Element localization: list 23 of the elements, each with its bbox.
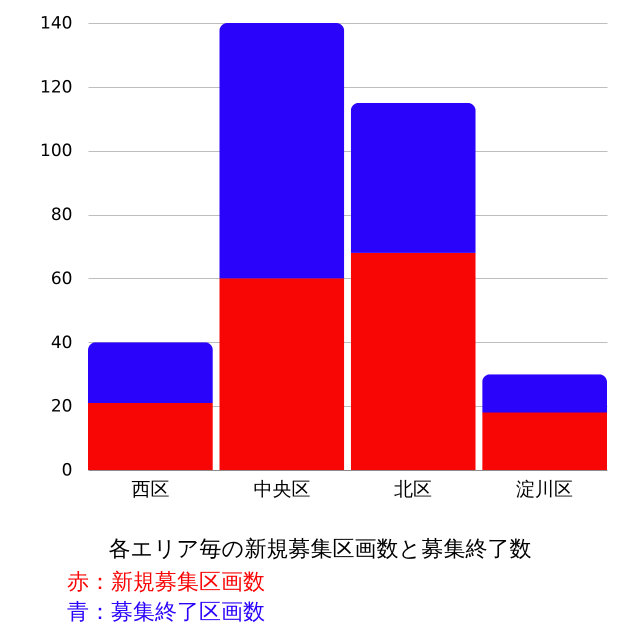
text: 青：募集終了区画数	[67, 600, 265, 625]
bar	[219, 23, 344, 278]
x-tick-label: 北区	[394, 478, 432, 500]
y-tick-label: 0	[62, 460, 72, 480]
y-tick-label: 140	[40, 14, 72, 34]
bar	[88, 342, 213, 403]
x-tick-label: 淀川区	[516, 478, 574, 500]
text: 赤：新規募集区画数	[67, 570, 265, 595]
bar	[482, 374, 607, 413]
y-tick-label: 80	[50, 205, 72, 226]
bar	[219, 278, 344, 470]
bar	[350, 252, 476, 470]
x-tick-label: 中央区	[253, 478, 310, 500]
y-tick-label: 60	[50, 268, 72, 289]
bar	[88, 402, 213, 470]
y-tick-label: 20	[50, 396, 72, 417]
y-tick-label: 120	[40, 77, 72, 98]
y-tick-label: 40	[50, 332, 72, 353]
y-tick-label: 100	[40, 141, 72, 162]
bar	[482, 412, 607, 470]
bar	[350, 102, 476, 253]
text: 各エリア毎の新規募集区画数と募集終了数	[108, 537, 532, 562]
x-tick-label: 西区	[131, 478, 170, 500]
